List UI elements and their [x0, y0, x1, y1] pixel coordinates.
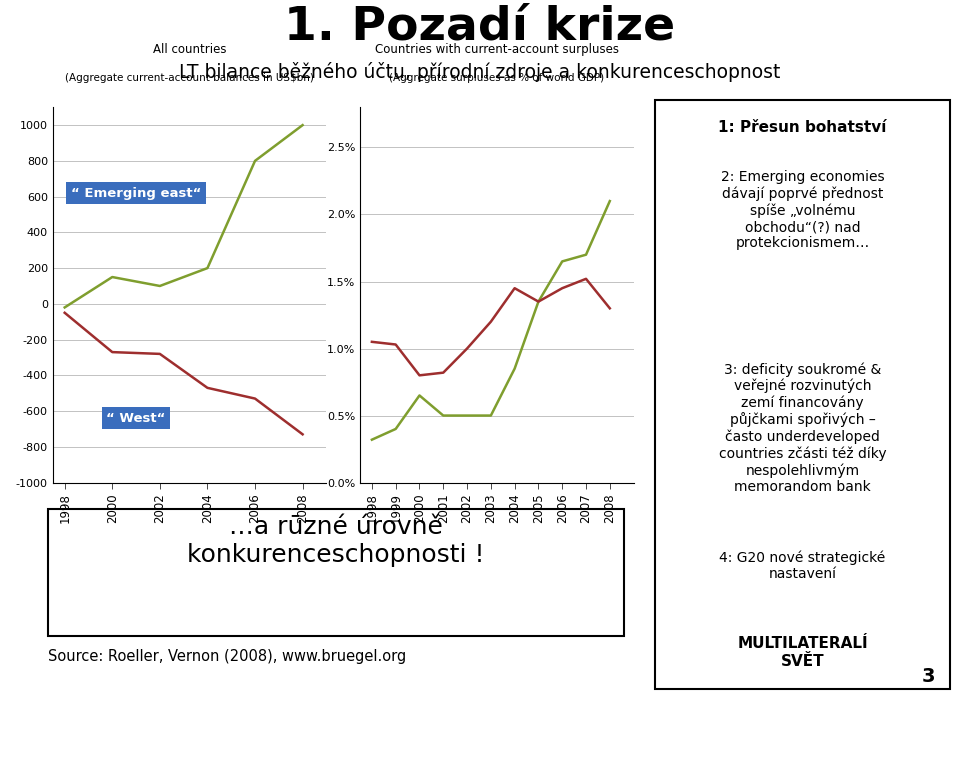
Text: (Aggregate current-account balances in US$bn): (Aggregate current-account balances in U… [65, 74, 314, 83]
Text: 3: deficity soukromé &
veřejné rozvinutých
zemí financovány
půjčkami spořivých –: 3: deficity soukromé & veřejné rozvinutý… [719, 362, 886, 494]
Text: 1. Pozadí krize: 1. Pozadí krize [284, 5, 676, 50]
Text: 2: Emerging economies
dávají poprvé přednost
spíše „volnému
obchodu“(?) nad
prot: 2: Emerging economies dávají poprvé před… [721, 170, 884, 250]
Text: All countries: All countries [153, 44, 227, 57]
Text: Countries with current-account surpluses: Countries with current-account surpluses [374, 44, 619, 57]
Text: 3: 3 [923, 667, 936, 686]
Text: Source: Roeller, Vernon (2008), www.bruegel.org: Source: Roeller, Vernon (2008), www.brue… [48, 649, 406, 664]
Text: “ Emerging east“: “ Emerging east“ [71, 187, 202, 199]
Text: …a rūzné úrovně
konkurenceschopnosti !: …a rūzné úrovně konkurenceschopnosti ! [187, 515, 485, 567]
Text: LT bilance běžného účtu, přírodní zdroje a konkurenceschopnost: LT bilance běžného účtu, přírodní zdroje… [180, 62, 780, 82]
Text: MULTILATERALÍ
SVĚT: MULTILATERALÍ SVĚT [737, 637, 868, 669]
Text: 1: Přesun bohatství: 1: Přesun bohatství [718, 120, 887, 136]
Bar [48, 509, 624, 636]
Text: (Aggregate surpluses as % of world GDP): (Aggregate surpluses as % of world GDP) [389, 74, 605, 83]
Text: 4: G20 nové strategické
nastavení: 4: G20 nové strategické nastavení [719, 551, 886, 581]
Text: “ West“: “ West“ [107, 412, 166, 424]
